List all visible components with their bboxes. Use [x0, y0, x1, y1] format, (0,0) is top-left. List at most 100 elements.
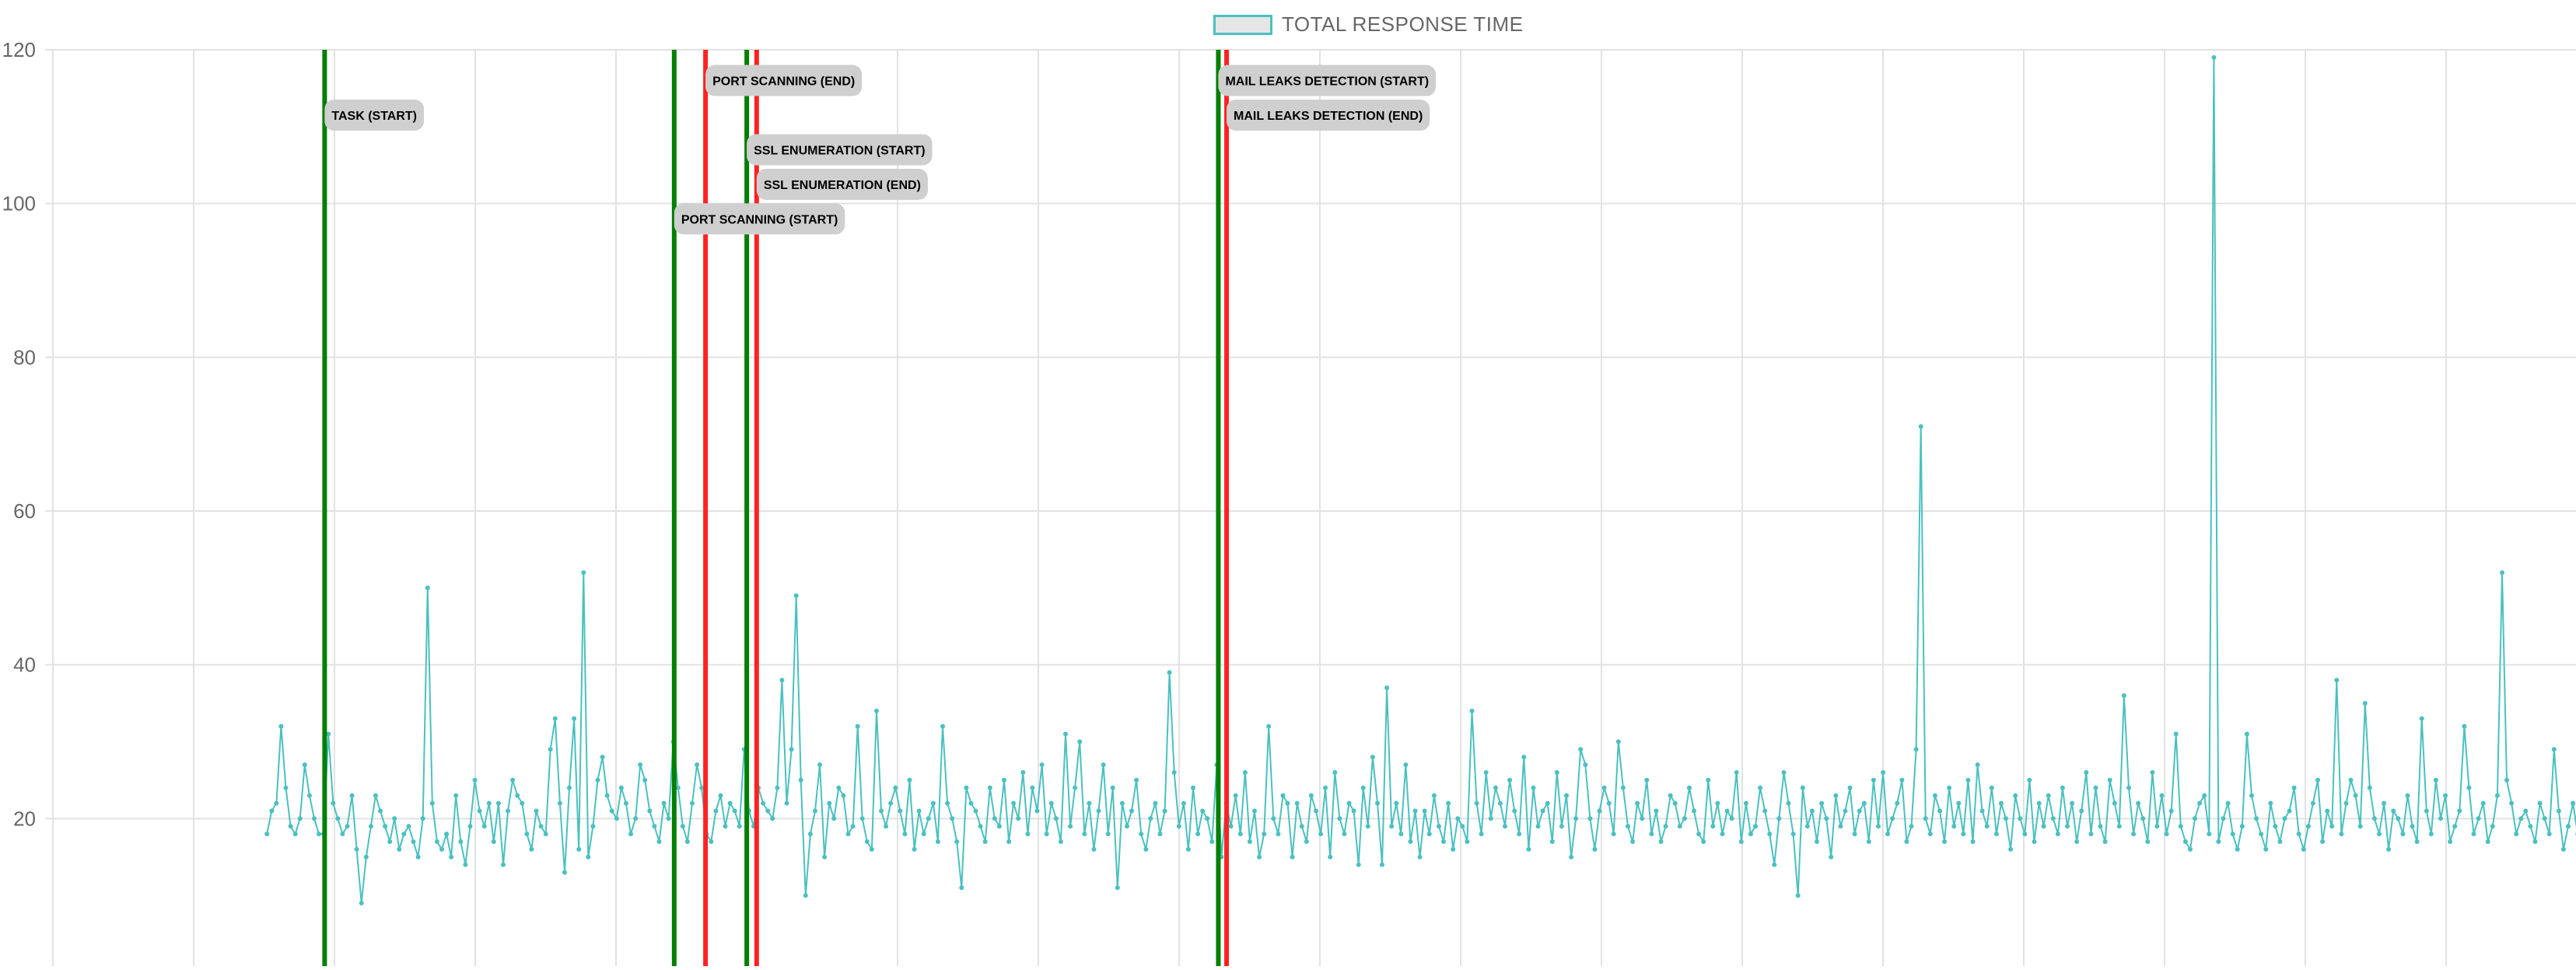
data-point[interactable]	[2405, 793, 2410, 798]
data-point[interactable]	[1578, 747, 1584, 752]
data-point[interactable]	[2480, 800, 2486, 806]
data-point[interactable]	[1630, 839, 1636, 844]
data-point[interactable]	[420, 816, 425, 821]
data-point[interactable]	[1497, 800, 1503, 806]
data-point[interactable]	[1677, 824, 1682, 829]
data-point[interactable]	[520, 800, 525, 806]
data-point[interactable]	[954, 839, 960, 844]
data-point[interactable]	[614, 816, 619, 821]
data-point[interactable]	[1479, 832, 1484, 837]
data-point[interactable]	[1781, 770, 1787, 775]
data-point[interactable]	[1829, 854, 1834, 860]
data-point[interactable]	[732, 808, 737, 814]
data-point[interactable]	[288, 824, 293, 829]
data-point[interactable]	[1866, 839, 1871, 844]
data-point[interactable]	[1115, 885, 1120, 891]
chart-legend[interactable]: TOTAL RESPONSE TIME	[1213, 12, 1524, 37]
data-point[interactable]	[1772, 862, 1777, 867]
data-point[interactable]	[1549, 839, 1555, 844]
data-point[interactable]	[813, 808, 817, 814]
data-point[interactable]	[1380, 862, 1384, 867]
data-point[interactable]	[1663, 824, 1668, 829]
data-point[interactable]	[1002, 777, 1006, 783]
data-point[interactable]	[1437, 824, 1441, 829]
data-point[interactable]	[695, 762, 700, 768]
data-point[interactable]	[411, 839, 416, 844]
data-point[interactable]	[1668, 793, 1673, 798]
data-point[interactable]	[1899, 777, 1905, 783]
data-point[interactable]	[959, 885, 964, 891]
data-point[interactable]	[1701, 839, 1706, 844]
data-point[interactable]	[1016, 816, 1021, 821]
data-point[interactable]	[1795, 893, 1801, 898]
data-point[interactable]	[1408, 839, 1413, 844]
data-point[interactable]	[2282, 816, 2287, 821]
data-point[interactable]	[1044, 832, 1049, 837]
data-point[interactable]	[930, 800, 936, 806]
data-point[interactable]	[278, 723, 284, 729]
data-point[interactable]	[675, 785, 681, 790]
data-point[interactable]	[2424, 808, 2429, 814]
data-point[interactable]	[770, 816, 775, 821]
data-point[interactable]	[345, 824, 350, 829]
data-point[interactable]	[2287, 808, 2292, 814]
data-point[interactable]	[1961, 832, 1966, 837]
data-point[interactable]	[2504, 777, 2509, 783]
data-point[interactable]	[888, 800, 894, 806]
data-point[interactable]	[1843, 808, 1848, 814]
data-point[interactable]	[1819, 800, 1825, 806]
data-point[interactable]	[463, 862, 468, 867]
data-point[interactable]	[2216, 839, 2221, 844]
data-point[interactable]	[1620, 785, 1626, 790]
data-point[interactable]	[1105, 832, 1111, 837]
data-point[interactable]	[1294, 800, 1300, 806]
data-point[interactable]	[690, 800, 695, 806]
data-point[interactable]	[2022, 832, 2028, 837]
data-point[interactable]	[1753, 824, 1758, 829]
data-point[interactable]	[1068, 824, 1073, 829]
data-point[interactable]	[2509, 800, 2515, 806]
data-point[interactable]	[1328, 854, 1333, 860]
data-point[interactable]	[945, 800, 950, 806]
data-point[interactable]	[1569, 854, 1574, 860]
data-point[interactable]	[1237, 832, 1243, 837]
data-point[interactable]	[2211, 54, 2217, 60]
data-point[interactable]	[1153, 800, 1158, 806]
data-point[interactable]	[1139, 832, 1144, 837]
data-point[interactable]	[1606, 800, 1612, 806]
data-point[interactable]	[1308, 793, 1314, 798]
data-point[interactable]	[1077, 739, 1083, 744]
data-point[interactable]	[572, 716, 577, 721]
data-point[interactable]	[2164, 832, 2169, 837]
data-point[interactable]	[1087, 800, 1092, 806]
data-point[interactable]	[765, 808, 771, 814]
data-point[interactable]	[2154, 824, 2160, 829]
data-point[interactable]	[1587, 816, 1593, 821]
data-point[interactable]	[1687, 785, 1692, 790]
data-point[interactable]	[2414, 839, 2420, 844]
data-point[interactable]	[383, 824, 388, 829]
data-point[interactable]	[859, 816, 865, 821]
data-point[interactable]	[292, 832, 298, 837]
data-point[interactable]	[2013, 793, 2018, 798]
data-point[interactable]	[2410, 824, 2415, 829]
data-point[interactable]	[827, 800, 832, 806]
data-point[interactable]	[1426, 832, 1432, 837]
data-point[interactable]	[312, 816, 317, 821]
data-point[interactable]	[2178, 824, 2183, 829]
data-point[interactable]	[2532, 839, 2538, 844]
data-point[interactable]	[1148, 816, 1153, 821]
data-point[interactable]	[2339, 832, 2344, 837]
data-point[interactable]	[1531, 785, 1536, 790]
data-point[interactable]	[1110, 785, 1115, 790]
data-point[interactable]	[548, 747, 553, 752]
data-point[interactable]	[1290, 854, 1295, 860]
data-point[interactable]	[434, 839, 439, 844]
data-point[interactable]	[1337, 816, 1342, 821]
data-point[interactable]	[1989, 785, 1994, 790]
data-point[interactable]	[2348, 777, 2354, 783]
data-point[interactable]	[392, 816, 397, 821]
data-point[interactable]	[1167, 670, 1172, 675]
data-point[interactable]	[1271, 816, 1276, 821]
data-point[interactable]	[2329, 824, 2335, 829]
